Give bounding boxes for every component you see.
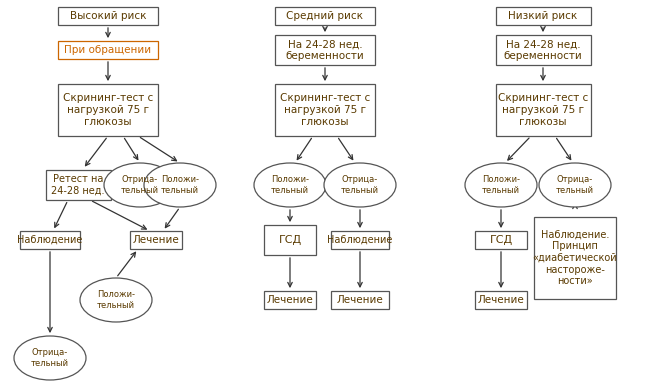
FancyBboxPatch shape bbox=[46, 170, 110, 200]
FancyBboxPatch shape bbox=[264, 291, 316, 309]
Text: ГСД: ГСД bbox=[278, 235, 302, 245]
Text: Высокий риск: Высокий риск bbox=[70, 11, 146, 21]
Ellipse shape bbox=[539, 163, 611, 207]
Text: Лечение: Лечение bbox=[478, 295, 525, 305]
FancyBboxPatch shape bbox=[495, 35, 590, 65]
Text: На 24-28 нед.
беременности: На 24-28 нед. беременности bbox=[504, 39, 582, 61]
Text: Лечение: Лечение bbox=[266, 295, 313, 305]
Text: Наблюдение: Наблюдение bbox=[18, 235, 83, 245]
Text: ГСД: ГСД bbox=[489, 235, 513, 245]
Text: Низкий риск: Низкий риск bbox=[508, 11, 578, 21]
Text: Наблюдение.
Принцип
«диабетической
настороже-
ности»: Наблюдение. Принцип «диабетической насто… bbox=[533, 230, 618, 286]
Ellipse shape bbox=[144, 163, 216, 207]
FancyBboxPatch shape bbox=[20, 231, 80, 249]
FancyBboxPatch shape bbox=[475, 291, 527, 309]
Text: Отрица-
тельный: Отрица- тельный bbox=[556, 175, 594, 195]
Ellipse shape bbox=[104, 163, 176, 207]
Text: Отрица-
тельный: Отрица- тельный bbox=[341, 175, 379, 195]
FancyBboxPatch shape bbox=[331, 291, 389, 309]
FancyBboxPatch shape bbox=[275, 84, 375, 136]
FancyBboxPatch shape bbox=[264, 225, 316, 255]
Text: Наблюдение: Наблюдение bbox=[328, 235, 393, 245]
Ellipse shape bbox=[254, 163, 326, 207]
Text: Скрининг-тест с
нагрузкой 75 г
глюкозы: Скрининг-тест с нагрузкой 75 г глюкозы bbox=[498, 93, 588, 127]
Text: Положи-
тельный: Положи- тельный bbox=[482, 175, 520, 195]
Text: Лечение: Лечение bbox=[337, 295, 383, 305]
Text: Средний риск: Средний риск bbox=[287, 11, 363, 21]
FancyBboxPatch shape bbox=[58, 41, 158, 59]
Text: Скрининг-тест с
нагрузкой 75 г
глюкозы: Скрининг-тест с нагрузкой 75 г глюкозы bbox=[63, 93, 153, 127]
FancyBboxPatch shape bbox=[130, 231, 182, 249]
FancyBboxPatch shape bbox=[275, 35, 375, 65]
FancyBboxPatch shape bbox=[275, 7, 375, 25]
Text: Положи-
тельный: Положи- тельный bbox=[161, 175, 199, 195]
FancyBboxPatch shape bbox=[58, 7, 158, 25]
Text: На 24-28 нед.
беременности: На 24-28 нед. беременности bbox=[285, 39, 365, 61]
FancyBboxPatch shape bbox=[534, 217, 616, 299]
FancyBboxPatch shape bbox=[58, 84, 158, 136]
FancyBboxPatch shape bbox=[475, 231, 527, 249]
Text: Положи-
тельный: Положи- тельный bbox=[271, 175, 309, 195]
Ellipse shape bbox=[14, 336, 86, 380]
Text: Скрининг-тест с
нагрузкой 75 г
глюкозы: Скрининг-тест с нагрузкой 75 г глюкозы bbox=[280, 93, 370, 127]
Ellipse shape bbox=[465, 163, 537, 207]
Text: Отрица-
тельный: Отрица- тельный bbox=[121, 175, 159, 195]
Ellipse shape bbox=[324, 163, 396, 207]
FancyBboxPatch shape bbox=[331, 231, 389, 249]
Ellipse shape bbox=[80, 278, 152, 322]
Text: Положи-
тельный: Положи- тельный bbox=[97, 290, 135, 310]
Text: Ретест на
24-28 нед.: Ретест на 24-28 нед. bbox=[51, 174, 105, 196]
FancyBboxPatch shape bbox=[495, 84, 590, 136]
Text: Лечение: Лечение bbox=[133, 235, 179, 245]
Text: Отрица-
тельный: Отрица- тельный bbox=[31, 348, 69, 368]
FancyBboxPatch shape bbox=[495, 7, 590, 25]
Text: При обращении: При обращении bbox=[64, 45, 151, 55]
